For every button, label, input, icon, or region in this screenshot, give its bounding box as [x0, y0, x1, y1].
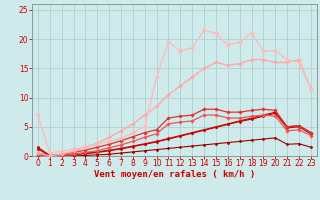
- X-axis label: Vent moyen/en rafales ( km/h ): Vent moyen/en rafales ( km/h ): [94, 170, 255, 179]
